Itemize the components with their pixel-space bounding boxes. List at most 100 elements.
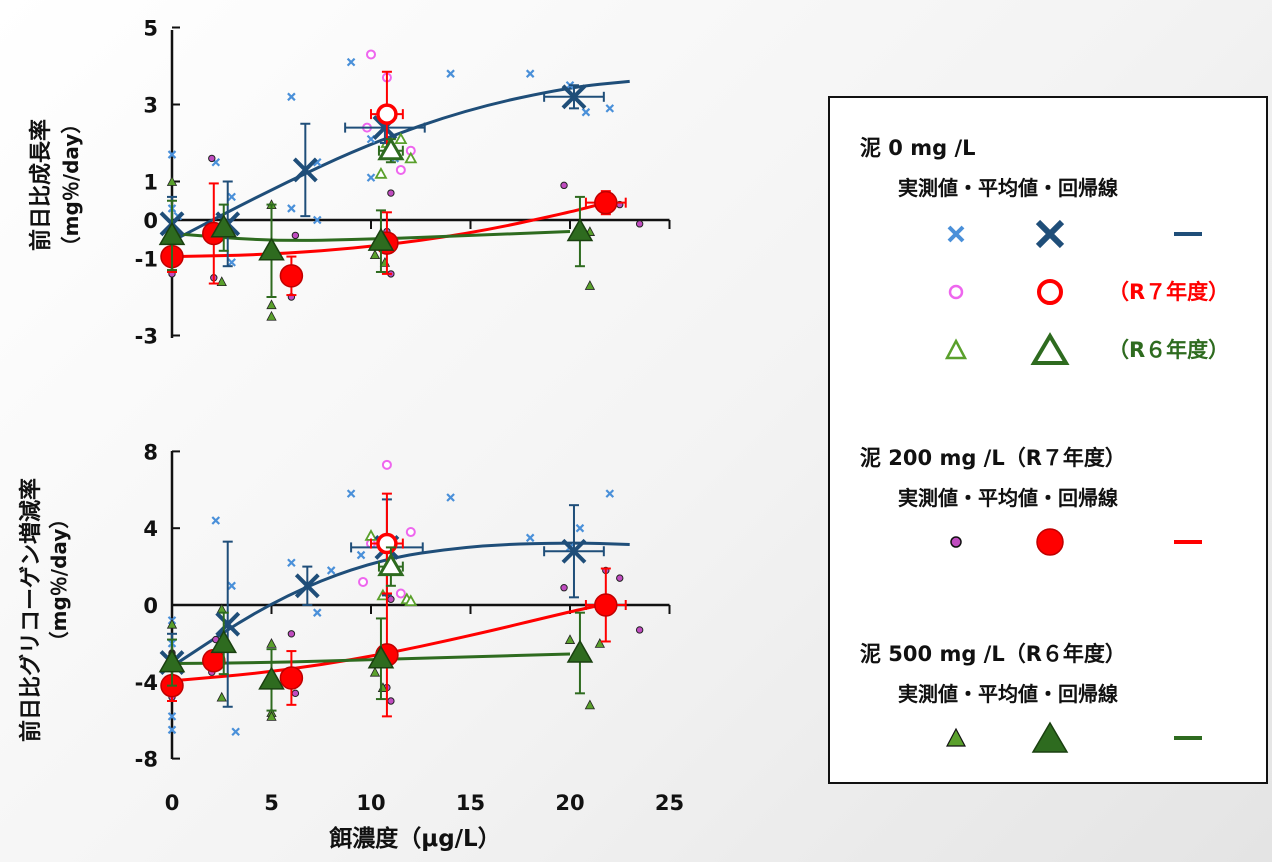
data-point-mean-triangle (210, 629, 238, 654)
y-tick-label: 4 (143, 517, 158, 541)
data-point-mean-circle-open (376, 532, 398, 555)
data-point-measured-x (167, 712, 177, 721)
data-point-measured-triangle-open (394, 132, 408, 145)
data-point-measured-x (287, 204, 296, 213)
legend-row-mud-0 (830, 216, 1270, 252)
regression-line (171, 79, 630, 243)
data-point-mean-x (561, 84, 587, 110)
data-point-measured-triangle (584, 280, 596, 290)
legend-group-mud-0-subtitle: 実測値・平均値・回帰線 (898, 176, 1118, 200)
data-point-measured-triangle (266, 638, 277, 648)
data-point-measured-x (326, 566, 336, 575)
data-point-measured-dot (291, 689, 300, 698)
y-tick-label: 0 (143, 209, 158, 233)
data-point-measured-dot (560, 584, 568, 592)
data-point-mean-triangle (258, 237, 285, 261)
y-axis-unit-glycogen: （mg％/day） (47, 509, 71, 652)
data-point-mean-x (294, 573, 320, 599)
legend-mean-triangle-open-icon (1030, 332, 1070, 365)
data-point-measured-triangle (594, 638, 606, 648)
y-tick-label: 8 (143, 440, 158, 464)
data-point-mean-triangle (158, 221, 186, 246)
data-point-measured-triangle-open (364, 529, 378, 541)
data-point-measured-dot (387, 595, 395, 603)
legend-mean-circle-open-icon (1037, 279, 1063, 305)
data-point-measured-x (356, 550, 366, 560)
y-tick-label: 3 (143, 94, 158, 118)
x-tick-label: 20 (555, 791, 584, 815)
legend: 泥 0 mg /L 実測値・平均値・回帰線 （R７年度） （R６年度） 泥 20… (828, 96, 1268, 784)
legend-regression-line-icon (1174, 232, 1202, 236)
data-point-measured-x (211, 516, 221, 525)
data-point-mean-dot (594, 190, 618, 215)
growth-rate-plot: 5 3 1 0 -1 -3 (135, 17, 671, 349)
data-point-mean-circle-open (376, 103, 398, 125)
data-point-measured-x (312, 215, 322, 225)
data-point-mean-triangle (210, 214, 238, 238)
data-point-measured-circle-open (395, 164, 406, 175)
data-point-mean-triangle (367, 227, 395, 251)
data-point-measured-circle-open (405, 527, 416, 538)
legend-note-r7: （R７年度） (1108, 280, 1230, 304)
data-point-measured-dot (287, 630, 296, 638)
data-point-measured-x (605, 104, 615, 113)
legend-group-mud-200-title: 泥 200 mg /L（R７年度） (860, 446, 1126, 470)
legend-row-mud-500 (830, 720, 1270, 756)
legend-measured-triangle-icon (946, 727, 966, 747)
data-point-measured-x (312, 608, 322, 617)
data-point-measured-x (287, 92, 296, 102)
legend-row-mud-0-r7: （R７年度） (830, 274, 1270, 310)
y-tick-label: 5 (143, 17, 158, 41)
legend-group-mud-0-title: 泥 0 mg /L (860, 136, 976, 160)
legend-group-mud-500-title: 泥 500 mg /L（R６年度） (860, 642, 1126, 666)
data-point-measured-x (227, 258, 236, 267)
y-tick-label: -4 (135, 671, 158, 695)
data-point-mean-x (215, 611, 241, 637)
data-point-measured-triangle (216, 276, 227, 286)
legend-measured-dot-icon (950, 536, 962, 548)
data-point-mean-triangle (566, 639, 594, 663)
data-point-mean-triangle (566, 218, 594, 242)
data-point-measured-triangle (266, 299, 277, 310)
legend-mean-dot-icon (1036, 528, 1064, 556)
x-axis-label: 餌濃度（μg/L） (329, 825, 500, 852)
data-point-measured-x (575, 523, 585, 533)
data-point-mean-dot (279, 264, 304, 288)
data-point-mean-x (561, 538, 587, 564)
data-point-mean-triangle-open (377, 136, 405, 161)
data-point-measured-x (446, 69, 455, 78)
y-tick-label: -3 (135, 325, 158, 349)
data-point-measured-triangle (266, 310, 277, 321)
data-point-measured-x (525, 69, 535, 78)
legend-mean-triangle-icon (1031, 721, 1069, 753)
data-point-measured-triangle (369, 666, 381, 677)
data-point-measured-x (231, 727, 240, 736)
data-point-measured-dot (291, 231, 300, 240)
data-point-mean-triangle (258, 666, 285, 690)
x-tick-label: 5 (264, 791, 279, 815)
data-point-measured-triangle (584, 699, 596, 710)
data-point-measured-triangle (216, 691, 227, 702)
data-point-mean-dot (279, 666, 304, 690)
data-point-measured-dot (560, 181, 568, 190)
legend-measured-circle-open-icon (948, 284, 964, 300)
data-point-measured-x (346, 489, 356, 498)
x-tick-label: 10 (356, 791, 385, 815)
data-point-measured-dot (635, 220, 644, 228)
data-point-measured-dot (387, 189, 395, 197)
data-point-measured-dot (387, 697, 395, 705)
data-point-measured-circle-open (366, 49, 376, 60)
x-tick-label: 0 (165, 791, 180, 815)
data-point-measured-x (167, 725, 177, 735)
data-point-measured-circle-open (358, 576, 369, 587)
legend-regression-line-icon (1174, 736, 1202, 740)
data-point-measured-x (581, 107, 591, 117)
legend-note-r6: （R６年度） (1108, 338, 1230, 362)
data-point-measured-x (605, 489, 615, 498)
legend-regression-line-icon (1174, 540, 1202, 544)
legend-mean-x-icon (1035, 219, 1065, 249)
data-point-measured-circle-open (381, 459, 392, 470)
data-point-measured-x (287, 558, 296, 568)
data-point-measured-dot (635, 626, 644, 634)
